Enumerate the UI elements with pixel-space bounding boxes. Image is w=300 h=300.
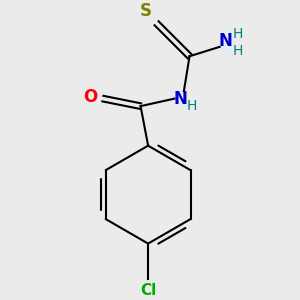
Text: S: S (140, 2, 152, 20)
Text: H: H (232, 44, 243, 58)
Text: N: N (218, 32, 232, 50)
Text: Cl: Cl (140, 283, 156, 298)
Text: H: H (186, 99, 197, 113)
Text: H: H (232, 27, 243, 41)
Text: N: N (173, 90, 187, 108)
Text: O: O (83, 88, 97, 106)
